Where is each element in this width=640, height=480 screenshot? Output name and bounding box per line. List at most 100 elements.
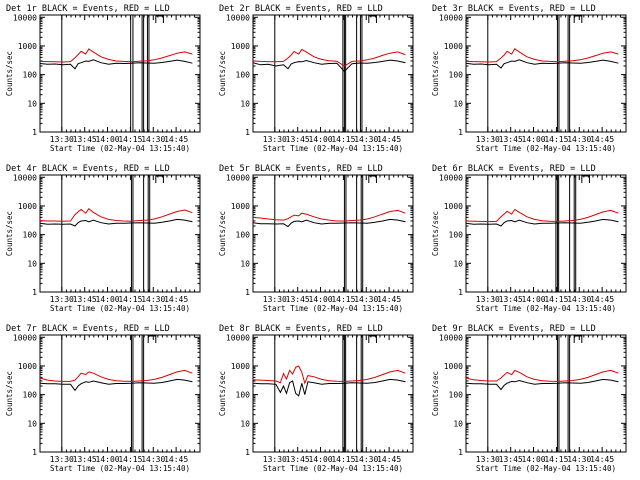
y-tick-label: 10000 xyxy=(226,333,250,342)
plot-frame xyxy=(252,174,414,293)
y-tick-label: 1000 xyxy=(18,202,37,211)
lld-series-line xyxy=(465,47,619,63)
lld-series-line xyxy=(252,209,406,222)
x-tick-label: 14:00 xyxy=(522,135,546,144)
y-tick-label: 1 xyxy=(458,288,463,297)
x-tick-label: 14:45 xyxy=(164,135,188,144)
x-tick-label: 14:00 xyxy=(309,455,333,464)
x-tick-label: 14:30 xyxy=(141,295,165,304)
x-axis-label: Start Time (02-May-04 13:15:40) xyxy=(476,304,616,313)
x-tick-label: 14:30 xyxy=(141,455,165,464)
lld-series-line xyxy=(465,369,619,382)
lld-series-line xyxy=(39,369,193,382)
events-series-line xyxy=(39,59,193,70)
y-tick-label: 10 xyxy=(240,259,250,268)
panel-det-4: Det 4r BLACK = Events, RED = LLD 1 10 100 10… xyxy=(5,164,201,313)
x-tick-label: 14:00 xyxy=(522,295,546,304)
x-tick-label: 14:15 xyxy=(118,135,142,144)
interval-bracket xyxy=(368,175,377,183)
y-axis-label: Counts/sec xyxy=(431,371,440,416)
interval-bracket xyxy=(368,335,377,343)
interval-bracket xyxy=(573,335,583,343)
plot-frame xyxy=(39,334,201,453)
y-axis-label: Counts/sec xyxy=(218,211,227,256)
y-tick-label: 10000 xyxy=(13,173,37,182)
x-tick-label: 14:00 xyxy=(309,295,333,304)
x-tick-label: 13:45 xyxy=(73,455,97,464)
y-tick-label: 1 xyxy=(32,288,37,297)
x-tick-label: 14:30 xyxy=(141,135,165,144)
panel-det-2: Det 2r BLACK = Events, RED = LLD 1 10 100 10… xyxy=(218,4,414,153)
x-axis-label: Start Time (02-May-04 13:15:40) xyxy=(50,304,190,313)
events-series-line xyxy=(465,59,619,69)
x-tick-label: 14:00 xyxy=(522,455,546,464)
x-tick-label: 14:15 xyxy=(331,135,355,144)
x-tick-label: 13:45 xyxy=(73,135,97,144)
events-series-line xyxy=(39,378,193,392)
y-tick-label: 1 xyxy=(458,128,463,137)
x-axis-label: Start Time (02-May-04 13:15:40) xyxy=(476,464,616,473)
panel-det-5: Det 5r BLACK = Events, RED = LLD 1 10 100 10… xyxy=(218,164,414,313)
lld-series-line xyxy=(39,207,193,222)
interval-bracket xyxy=(581,175,590,183)
x-tick-label: 13:45 xyxy=(499,135,523,144)
y-tick-label: 1 xyxy=(245,288,250,297)
y-tick-label: 10 xyxy=(27,419,37,428)
y-tick-label: 1000 xyxy=(231,42,250,51)
x-tick-label: 14:30 xyxy=(354,135,378,144)
plot-frame xyxy=(39,14,201,133)
panel-det-9: Det 9r BLACK = Events, RED = LLD 1 10 100 10… xyxy=(431,324,627,473)
lld-series-line xyxy=(39,48,193,63)
x-tick-label: 14:00 xyxy=(96,135,120,144)
panel-title: Det 8r BLACK = Events, RED = LLD xyxy=(219,324,383,334)
x-tick-label: 14:45 xyxy=(377,295,401,304)
panel-title: Det 9r BLACK = Events, RED = LLD xyxy=(432,324,596,334)
panel-grid: Det 1r BLACK = Events, RED = LLD 1 10 100 10… xyxy=(5,4,627,473)
x-tick-label: 14:30 xyxy=(354,295,378,304)
plot-frame xyxy=(465,14,627,133)
x-tick-label: 14:00 xyxy=(96,295,120,304)
y-tick-label: 1 xyxy=(458,448,463,457)
panel-det-1: Det 1r BLACK = Events, RED = LLD 1 10 100 10… xyxy=(5,4,201,153)
y-tick-label: 10 xyxy=(453,419,463,428)
y-tick-label: 100 xyxy=(236,71,251,80)
lld-series-line xyxy=(252,365,406,385)
y-axis-label: Counts/sec xyxy=(431,51,440,96)
panel-det-3: Det 3r BLACK = Events, RED = LLD 1 10 100 10… xyxy=(431,4,627,153)
y-tick-label: 10 xyxy=(27,99,37,108)
y-tick-label: 10000 xyxy=(226,13,250,22)
x-tick-label: 14:30 xyxy=(567,295,591,304)
y-tick-label: 1000 xyxy=(444,202,463,211)
x-tick-label: 14:00 xyxy=(309,135,333,144)
y-tick-label: 10 xyxy=(453,259,463,268)
x-tick-label: 14:45 xyxy=(164,455,188,464)
y-tick-label: 10 xyxy=(453,99,463,108)
panel-det-6: Det 6r BLACK = Events, RED = LLD 1 10 100 10… xyxy=(431,164,627,313)
lld-series-line xyxy=(465,208,619,223)
panel-title: Det 1r BLACK = Events, RED = LLD xyxy=(6,4,170,14)
interval-bracket xyxy=(147,335,157,343)
panel-title: Det 5r BLACK = Events, RED = LLD xyxy=(219,164,383,174)
x-axis-label: Start Time (02-May-04 13:15:40) xyxy=(50,464,190,473)
x-tick-label: 14:45 xyxy=(377,455,401,464)
interval-bracket xyxy=(155,15,164,23)
y-tick-label: 1000 xyxy=(18,42,37,51)
x-tick-label: 14:15 xyxy=(118,295,142,304)
x-tick-label: 13:45 xyxy=(499,295,523,304)
panel-title: Det 7r BLACK = Events, RED = LLD xyxy=(6,324,170,334)
x-tick-label: 13:30 xyxy=(476,455,500,464)
x-tick-label: 14:00 xyxy=(96,455,120,464)
y-axis-label: Counts/sec xyxy=(5,211,14,256)
x-tick-label: 13:30 xyxy=(50,295,74,304)
y-tick-label: 1000 xyxy=(444,362,463,371)
x-tick-label: 13:30 xyxy=(476,295,500,304)
x-tick-label: 14:15 xyxy=(331,295,355,304)
events-series-line xyxy=(465,218,619,227)
panel-title: Det 2r BLACK = Events, RED = LLD xyxy=(219,4,383,14)
x-tick-label: 13:45 xyxy=(286,295,310,304)
x-tick-label: 13:30 xyxy=(263,295,287,304)
panel-title: Det 3r BLACK = Events, RED = LLD xyxy=(432,4,596,14)
y-tick-label: 1 xyxy=(245,128,250,137)
y-tick-label: 1000 xyxy=(18,362,37,371)
plot-frame xyxy=(465,174,627,293)
